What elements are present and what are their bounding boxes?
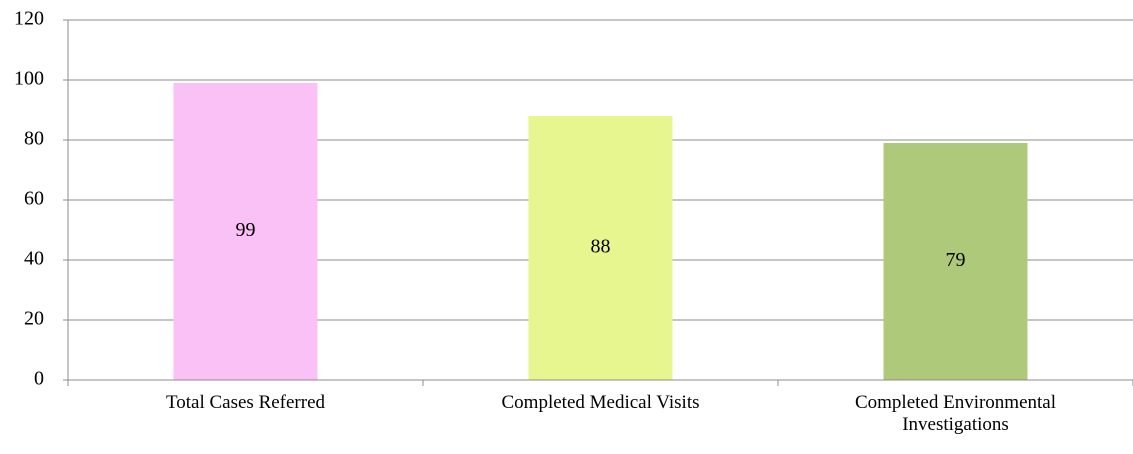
y-tick-label: 120 (14, 8, 44, 30)
x-tick-label: Completed Medical Visits (501, 392, 700, 413)
data-label: 99 (236, 219, 256, 241)
y-tick-label: 100 (14, 68, 44, 90)
y-tick-label: 60 (24, 188, 44, 210)
bar (883, 143, 1028, 380)
x-tick-label: Completed Environmental Investigations (854, 392, 1057, 435)
y-tick-label: 40 (24, 248, 44, 270)
y-tick-label: 20 (24, 308, 44, 330)
bar (528, 116, 673, 380)
data-label: 79 (946, 249, 966, 271)
bar (173, 83, 318, 380)
x-tick-label: Total Cases Referred (165, 392, 326, 413)
y-tick-label: 0 (34, 368, 44, 390)
data-label: 88 (591, 236, 611, 258)
y-tick-label: 80 (24, 128, 44, 150)
